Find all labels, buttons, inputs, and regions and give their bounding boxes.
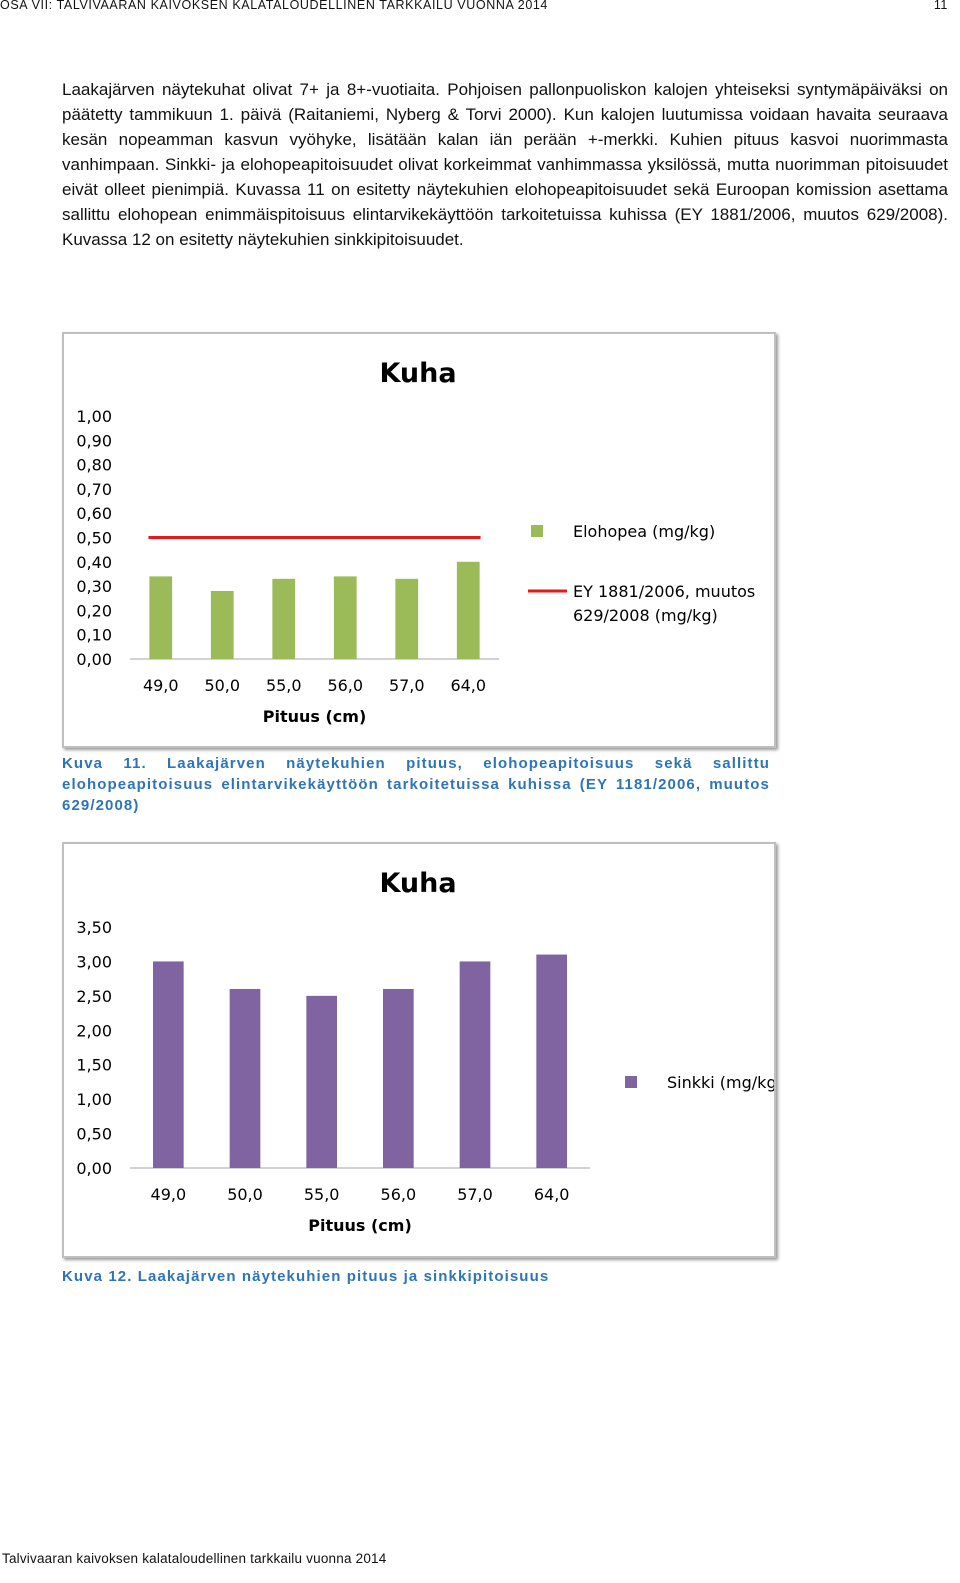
x-tick-label: 55,0 [304, 1185, 340, 1204]
x-tick-label: 50,0 [227, 1185, 263, 1204]
y-tick-label: 1,50 [76, 1056, 112, 1075]
y-tick-label: 3,50 [76, 918, 112, 937]
x-tick-label: 49,0 [143, 676, 179, 695]
zinc-chart: Kuha 0,00 0,50 1,00 1,50 2,00 2,50 3,00 3,50 49,0… [76, 868, 774, 1235]
x-tick-label: 50,0 [204, 676, 240, 695]
y-tick-label: 2,50 [76, 987, 112, 1006]
mercury-chart: Kuha 0,00 0,10 0,20 0,30 0,40 0,50 0,60 0,70 0,80… [76, 358, 755, 726]
legend-label: 629/2008 (mg/kg) [573, 606, 718, 625]
header-title: OSA VII: TALVIVAARAN KAIVOKSEN KALATALOU… [0, 0, 548, 12]
x-tick-label: 49,0 [151, 1185, 187, 1204]
bar-56-0 [333, 576, 357, 659]
y-tick-label: 0,10 [76, 626, 112, 645]
y-tick-label: 0,30 [76, 577, 112, 596]
x-tick-label: 64,0 [534, 1185, 570, 1204]
y-tick-label: 0,00 [76, 1159, 112, 1178]
mercury-chart-figure: Kuha 0,00 0,10 0,20 0,30 0,40 0,50 0,60 0,70 0,80… [62, 332, 776, 748]
x-tick-label: 57,0 [457, 1185, 493, 1204]
y-tick-label: 0,50 [76, 1125, 112, 1144]
figure-12-caption: Kuva 12. Laakajärven näytekuhien pituus … [62, 1268, 550, 1285]
legend-swatch-1 [531, 525, 543, 537]
page-footer: Talvivaaran kaivoksen kalataloudellinen … [2, 1551, 387, 1566]
y-tick-label: 0,60 [76, 504, 112, 523]
x-tick-label: 57,0 [389, 676, 425, 695]
y-tick-label: 0,90 [76, 431, 112, 450]
bar-57-0 [459, 961, 491, 1168]
figure-11-caption: Kuva 11. Laakajärven näytekuhien pituus,… [62, 755, 770, 814]
bar-56-0 [383, 988, 414, 1168]
bar-55-0 [272, 578, 296, 659]
y-tick-label: 0,00 [76, 650, 112, 669]
chart-title: Kuha [379, 868, 456, 899]
chart-title: Kuha [379, 358, 456, 389]
x-tick-label: 55,0 [266, 676, 302, 695]
x-tick-label: 64,0 [450, 676, 486, 695]
bar-50-0 [229, 988, 261, 1168]
x-tick-label: 56,0 [327, 676, 363, 695]
y-tick-label: 0,70 [76, 480, 112, 499]
legend-label: Elohopea (mg/kg) [573, 522, 715, 541]
legend-label: Sinkki (mg/kg) [667, 1073, 774, 1092]
body-paragraph: Laakajärven näytekuhat olivat 7+ ja 8+-v… [62, 80, 948, 249]
y-tick-label: 1,00 [76, 1090, 112, 1109]
y-tick-label: 1,00 [76, 407, 112, 426]
x-tick-label: 56,0 [381, 1185, 417, 1204]
bar-57-0 [395, 578, 419, 659]
bar-55-0 [306, 995, 337, 1168]
bar-49-0 [153, 961, 184, 1168]
zinc-chart-figure: Kuha 0,00 0,50 1,00 1,50 2,00 2,50 3,00 3,50 49,0… [62, 842, 776, 1258]
y-tick-label: 0,40 [76, 553, 112, 572]
page-number: 11 [933, 0, 948, 12]
bar-49-0 [149, 576, 173, 659]
y-tick-label: 3,00 [76, 952, 112, 971]
page-header: OSA VII: TALVIVAARAN KAIVOKSEN KALATALOU… [0, 0, 948, 14]
y-tick-label: 0,80 [76, 456, 112, 475]
y-tick-label: 2,00 [76, 1021, 112, 1040]
bar-50-0 [210, 590, 234, 659]
x-axis-title: Pituus (cm) [308, 1216, 412, 1235]
y-tick-label: 0,20 [76, 601, 112, 620]
y-tick-label: 0,50 [76, 529, 112, 548]
bar-64-0 [536, 954, 567, 1168]
legend-swatch-2 [625, 1076, 637, 1088]
bar-64-0 [456, 561, 480, 659]
legend-label: EY 1881/2006, muutos [573, 582, 755, 601]
x-axis-title: Pituus (cm) [263, 707, 367, 726]
